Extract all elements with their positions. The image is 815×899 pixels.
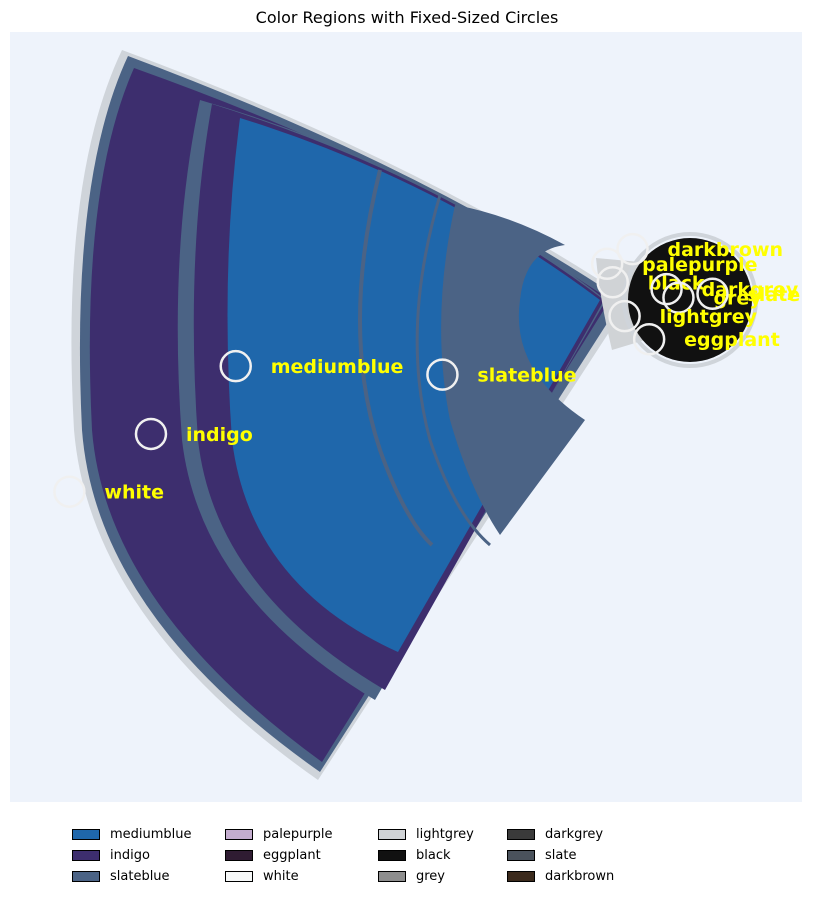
marker-circle-darkgrey: [650, 272, 683, 306]
legend-item-indigo: indigo: [72, 847, 225, 864]
marker-label-darkbrown: darkbrown: [668, 239, 784, 261]
legend-item-white: white: [225, 868, 378, 885]
legend-swatch-lightgrey: [378, 829, 406, 840]
region-slateblue-arc: [441, 205, 585, 535]
region-black: [628, 238, 752, 362]
legend-label-darkgrey: darkgrey: [545, 827, 604, 842]
region-markers: mediumblue slateblue indigo white darkbrownp…: [53, 232, 801, 508]
legend-item-black: black: [378, 847, 507, 864]
legend-label-mediumblue: mediumblue: [110, 827, 192, 842]
marker-circle-black: [596, 266, 629, 299]
legend-empty-cell: [637, 868, 757, 885]
legend-label-grey: grey: [416, 869, 446, 884]
marker-label-indigo: indigo: [186, 424, 253, 446]
legend: mediumblue palepurple lightgrey darkgrey ind…: [72, 826, 772, 885]
marker-label-eggplant: eggplant: [684, 329, 780, 351]
legend-empty-cell: [637, 847, 757, 864]
marker-label-slateblue: slateblue: [477, 365, 576, 387]
region-arc-line-2: [415, 194, 491, 547]
legend-label-slate: slate: [545, 848, 577, 863]
legend-label-white: white: [263, 869, 299, 884]
legend-swatch-palepurple: [225, 829, 253, 840]
legend-item-lightgrey: lightgrey: [378, 826, 507, 843]
marker-circle-eggplant: [632, 322, 666, 356]
legend-item-slateblue: slateblue: [72, 868, 225, 885]
marker-label-mediumblue: mediumblue: [271, 356, 404, 378]
legend-item-darkbrown: darkbrown: [507, 868, 637, 885]
marker-label-white: white: [104, 482, 164, 504]
legend-empty-cell: [637, 826, 757, 843]
legend-item-mediumblue: mediumblue: [72, 826, 225, 843]
marker-label-slate: slate: [748, 284, 801, 306]
marker-circle-grey: [662, 281, 695, 314]
legend-item-slate: slate: [507, 847, 637, 864]
marker-circle-lightgrey: [608, 299, 641, 333]
legend-swatch-mediumblue: [72, 829, 100, 840]
legend-item-palepurple: palepurple: [225, 826, 378, 843]
legend-label-lightgrey: lightgrey: [416, 827, 474, 842]
marker-circle-darkbrown: [616, 232, 649, 266]
legend-label-eggplant: eggplant: [263, 848, 321, 863]
legend-label-black: black: [416, 848, 451, 863]
chart-title: Color Regions with Fixed-Sized Circles: [256, 8, 559, 27]
legend-swatch-slate: [507, 850, 535, 861]
marker-circle-mediumblue: [219, 349, 252, 383]
legend-label-indigo: indigo: [110, 848, 150, 863]
legend-swatch-black: [378, 850, 406, 861]
legend-swatch-white: [225, 871, 253, 882]
marker-label-grey: grey: [713, 288, 762, 310]
legend-swatch-darkgrey: [507, 829, 535, 840]
legend-item-darkgrey: darkgrey: [507, 826, 637, 843]
legend-swatch-grey: [378, 871, 406, 882]
marker-circle-slateblue: [426, 358, 459, 391]
region-arc-line-1: [358, 169, 434, 547]
marker-circle-indigo: [134, 417, 168, 451]
marker-label-palepurple: palepurple: [642, 254, 757, 276]
region-artwork: [71, 50, 758, 780]
legend-swatch-slateblue: [72, 871, 100, 882]
legend-label-slateblue: slateblue: [110, 869, 170, 884]
legend-swatch-indigo: [72, 850, 100, 861]
legend-swatch-eggplant: [225, 850, 253, 861]
marker-label-lightgrey: lightgrey: [660, 306, 758, 328]
legend-item-eggplant: eggplant: [225, 847, 378, 864]
legend-item-grey: grey: [378, 868, 507, 885]
legend-swatch-darkbrown: [507, 871, 535, 882]
legend-label-palepurple: palepurple: [263, 827, 333, 842]
legend-label-darkbrown: darkbrown: [545, 869, 615, 884]
marker-circle-palepurple: [590, 247, 624, 281]
marker-circle-slate: [696, 277, 729, 311]
marker-circle-white: [53, 475, 86, 508]
